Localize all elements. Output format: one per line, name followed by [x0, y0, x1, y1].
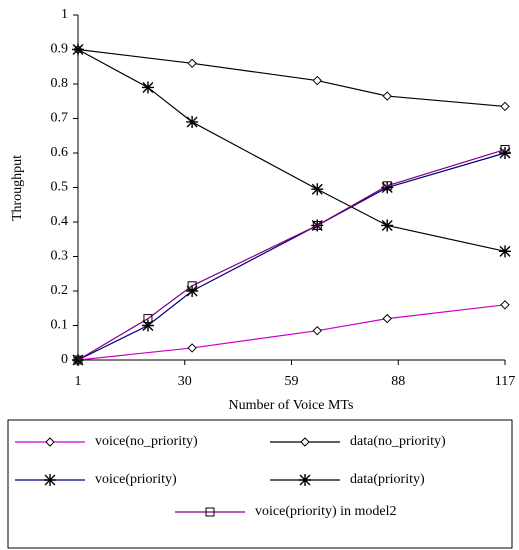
legend-label: voice(priority) in model2 [255, 504, 397, 519]
data-point [187, 58, 197, 69]
legend-label: data(no_priority) [350, 434, 446, 449]
marker-shape [45, 437, 55, 447]
x-tick-label: 117 [495, 374, 515, 389]
legend-label: voice(priority) [95, 472, 177, 487]
data-point [187, 281, 197, 291]
marker-shape [382, 91, 392, 101]
data-point [143, 314, 153, 324]
marker-shape [500, 300, 510, 310]
marker-shape [141, 319, 154, 332]
marker-shape [312, 325, 322, 336]
y-tick-label: 0.8 [51, 76, 69, 91]
data-point [500, 300, 510, 310]
x-tick-label: 30 [178, 374, 192, 389]
y-tick-label: 0.7 [51, 111, 69, 126]
marker-shape [73, 355, 83, 365]
legend-label: voice(no_priority) [95, 434, 198, 449]
data-point [382, 91, 392, 101]
marker-shape [500, 101, 510, 112]
x-axis-label: Number of Voice MTs [229, 398, 354, 413]
legend-marker [299, 474, 311, 486]
marker-shape [382, 181, 392, 191]
y-tick-label: 0.9 [51, 42, 69, 57]
marker-shape [44, 474, 56, 486]
data-point [499, 147, 511, 159]
data-point [312, 75, 322, 86]
y-tick-label: 0.1 [51, 318, 69, 333]
marker-shape [312, 75, 322, 86]
series-line [77, 148, 506, 361]
marker-shape [382, 313, 392, 324]
data-point [186, 285, 199, 297]
marker-shape [381, 219, 394, 232]
marker-shape [300, 437, 310, 447]
data-point [141, 319, 154, 332]
y-tick-label: 0.2 [51, 283, 69, 298]
series-line [77, 152, 506, 361]
legend-marker [300, 437, 310, 447]
marker-shape [311, 183, 324, 196]
marker-shape [187, 281, 197, 291]
data-point [311, 183, 324, 196]
marker-shape [187, 58, 197, 69]
legend-marker [44, 474, 56, 486]
legend-label: data(priority) [350, 472, 425, 487]
marker-shape [499, 245, 511, 258]
series-line [77, 304, 506, 361]
data-point [500, 145, 510, 155]
data-point [499, 245, 511, 258]
data-point [312, 325, 322, 336]
marker-shape [187, 343, 197, 353]
x-tick-label: 1 [75, 374, 82, 389]
marker-shape [186, 285, 199, 297]
legend-marker [205, 507, 215, 517]
data-point [186, 115, 199, 128]
y-tick-label: 1 [61, 7, 68, 22]
y-tick-label: 0.5 [51, 180, 69, 195]
data-point [312, 220, 322, 230]
legend-box [7, 419, 513, 549]
x-tick-label: 59 [285, 374, 299, 389]
y-tick-label: 0.6 [51, 145, 69, 160]
series-line [77, 48, 506, 108]
data-point [187, 343, 197, 353]
data-point [382, 313, 392, 324]
marker-shape [72, 43, 84, 56]
y-tick-label: 0.3 [51, 249, 69, 264]
data-point [382, 181, 392, 191]
y-tick-label: 0 [61, 352, 68, 367]
marker-shape [141, 81, 154, 94]
y-tick-label: 0.4 [51, 214, 69, 229]
marker-shape [499, 147, 511, 159]
data-point [500, 101, 510, 112]
marker-shape [381, 181, 394, 194]
data-point [381, 219, 394, 232]
marker-shape [312, 220, 322, 230]
marker-shape [186, 115, 199, 128]
series-line [77, 48, 506, 252]
x-tick-label: 88 [391, 374, 405, 389]
marker-shape [143, 314, 153, 324]
marker-shape [299, 474, 311, 486]
y-axis-label: Throughput [10, 155, 25, 221]
marker-shape [205, 507, 215, 517]
data-point [141, 81, 154, 94]
marker-shape [500, 145, 510, 155]
data-point [381, 181, 394, 194]
data-point [73, 355, 83, 365]
data-point [72, 43, 84, 56]
legend-marker [45, 437, 55, 447]
